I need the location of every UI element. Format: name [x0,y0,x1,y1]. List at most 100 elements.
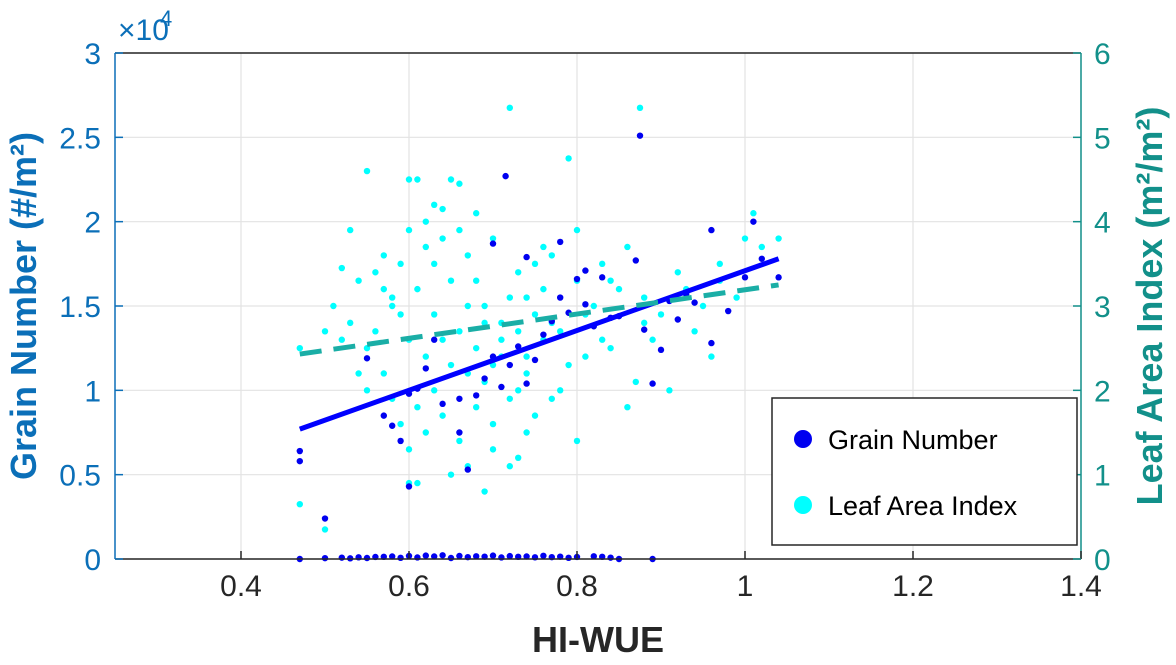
lai-point [431,201,438,208]
grain-point [531,356,539,364]
lai-point [439,235,446,242]
grain-point [540,552,547,559]
grain-point [456,552,463,560]
lai-point [716,260,723,268]
lai-point [456,226,463,234]
grain-point [321,515,329,522]
x-tick-label: 1.2 [892,570,934,603]
lai-point [557,387,564,394]
lai-point [296,500,303,508]
lai-point [624,404,631,411]
y-tick-label: 2.5 [59,122,101,155]
lai-point [641,294,648,301]
lai-point [405,226,413,234]
lai-point [515,269,522,276]
lai-point [414,479,421,487]
grain-point [708,226,715,234]
lai-point [439,412,446,419]
x-tick-label: 0.4 [220,570,262,603]
y2-tick-label: 3 [1094,291,1111,324]
grain-point [431,553,438,560]
grain-point [389,553,396,560]
lai-point [489,420,497,428]
lai-point [414,285,421,293]
grain-point [498,383,505,391]
lai-point [590,302,597,310]
lai-point [523,294,530,301]
lai-point [481,302,488,310]
lai-point [439,336,446,343]
grain-point [607,554,614,561]
y-exponent-label: ×10 [118,14,169,47]
lai-point [447,277,455,284]
lai-point [431,387,438,394]
lai-point [641,319,648,327]
y-tick-label: 1 [84,375,101,408]
lai-point [363,167,371,175]
y-tick-label: 0 [84,544,101,577]
lai-point [557,328,564,335]
x-tick-label: 0.8 [556,570,598,603]
lai-point [473,210,480,217]
lai-point [296,344,303,352]
y-tick-label: 2 [84,207,101,240]
lai-point [473,344,480,352]
grain-point [649,380,656,387]
y-exponent-value: 4 [160,6,172,31]
grain-point [447,554,455,562]
legend-label-grain: Grain Number [828,425,998,455]
grain-point [296,457,303,465]
lai-point [363,387,371,394]
lai-point [540,285,547,293]
lai-point [422,353,429,360]
grain-point [363,355,371,362]
y-axis-title: Grain Number (#/m²) [3,132,44,480]
lai-point [414,404,421,411]
lai-point [380,370,387,377]
lai-point [355,277,362,284]
lai-point [498,336,505,343]
lai-point [397,260,404,268]
x-tick-label: 0.6 [388,570,430,603]
lai-point [489,446,497,453]
lai-point [548,395,555,402]
grain-point [590,553,597,560]
grain-point [456,395,463,402]
lai-point [624,243,631,251]
grain-point [632,257,639,264]
grain-point [674,316,681,323]
grain-point [439,400,446,408]
lai-point [531,260,539,268]
grain-point [557,238,564,246]
y-tick-label: 3 [84,38,101,71]
lai-point [573,226,581,234]
lai-point [447,361,455,369]
lai-point [380,252,387,259]
lai-point [347,226,354,234]
grain-point [363,554,371,562]
lai-point [506,395,513,402]
lai-point [649,336,656,343]
lai-point [439,205,446,213]
grain-point [573,275,581,283]
grain-point [439,552,446,559]
lai-point [506,104,513,112]
lai-point [515,454,522,461]
lai-point [573,437,581,445]
lai-point [422,243,429,251]
legend-label-lai: Leaf Area Index [828,491,1018,521]
lai-point [347,319,354,327]
lai-point [733,294,740,301]
lai-point [481,488,488,495]
grain-point [599,274,606,281]
grain-point [456,429,463,436]
grain-point [523,253,530,261]
lai-point [515,387,522,394]
lai-point [456,328,463,335]
lai-point [523,353,530,360]
lai-point [389,302,396,310]
grain-point [523,553,530,560]
grain-point [296,447,303,455]
lai-point [691,328,698,335]
